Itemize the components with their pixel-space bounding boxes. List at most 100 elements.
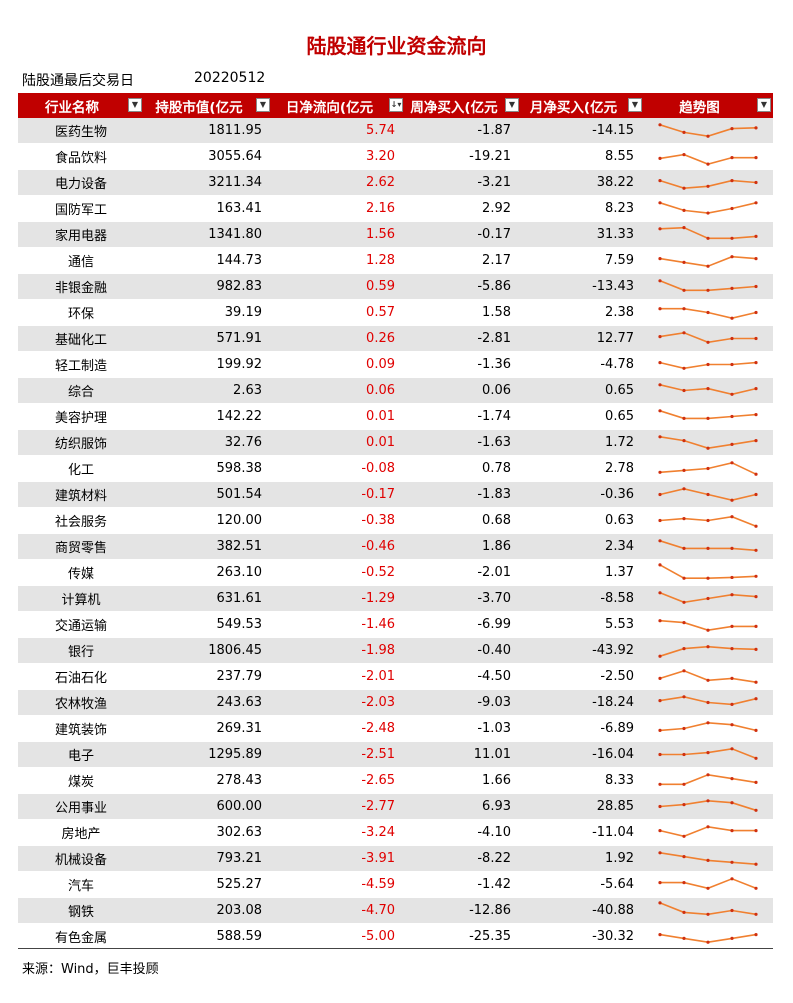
- column-header-monthly-buy[interactable]: 月净买入(亿元 ▼: [521, 93, 644, 118]
- industry-name-cell: 建筑材料: [18, 481, 144, 508]
- trend-point: [706, 940, 710, 944]
- industry-name-cell: 社会服务: [18, 507, 144, 534]
- trend-point: [658, 619, 662, 623]
- trend-sparkline-cell: [644, 871, 773, 898]
- monthly-buy-cell: -4.78: [521, 351, 644, 378]
- industry-name-cell: 银行: [18, 637, 144, 664]
- column-header-weekly-buy[interactable]: 周净买入(亿元 ▼: [405, 93, 521, 118]
- daily-flow-cell: -1.98: [272, 637, 405, 664]
- daily-flow-cell: -2.48: [272, 715, 405, 742]
- filter-dropdown-icon[interactable]: ▼: [256, 98, 270, 112]
- trend-point: [658, 335, 662, 339]
- trend-point: [706, 387, 710, 391]
- monthly-buy-cell: 8.23: [521, 195, 644, 222]
- holding-value-cell: 278.43: [144, 767, 272, 794]
- holding-value-cell: 199.92: [144, 351, 272, 378]
- table-row: 基础化工 571.91 0.26 -2.81 12.77: [18, 325, 773, 352]
- filter-dropdown-icon[interactable]: ▼: [757, 98, 771, 112]
- trend-point: [730, 723, 734, 727]
- trend-point: [754, 808, 758, 812]
- trend-sparkline-cell: [644, 169, 773, 196]
- trend-point: [658, 851, 662, 855]
- trend-point: [730, 877, 734, 881]
- trend-point: [658, 307, 662, 311]
- daily-flow-cell: -4.59: [272, 871, 405, 898]
- industry-name-cell: 交通运输: [18, 611, 144, 638]
- holding-value-cell: 1811.95: [144, 118, 272, 144]
- trend-sparkline-cell: [644, 819, 773, 846]
- trend-sparkline: [658, 226, 758, 240]
- monthly-buy-cell: -40.88: [521, 897, 644, 924]
- trend-point: [754, 310, 758, 315]
- daily-flow-cell: -1.29: [272, 585, 405, 612]
- column-header-industry[interactable]: 行业名称 ▼: [18, 93, 144, 118]
- industry-name-cell: 纺织服饰: [18, 429, 144, 456]
- trend-point: [658, 829, 662, 833]
- trend-point: [682, 288, 686, 292]
- trend-point: [730, 575, 734, 580]
- trend-sparkline: [658, 539, 758, 552]
- holding-value-cell: 549.53: [144, 611, 272, 638]
- daily-flow-cell: -5.00: [272, 923, 405, 950]
- column-header-holding-value[interactable]: 持股市值(亿元 ▼: [144, 93, 272, 118]
- industry-name-cell: 家用电器: [18, 221, 144, 248]
- trend-point: [682, 186, 686, 190]
- trend-sparkline: [658, 179, 758, 190]
- holding-value-cell: 302.63: [144, 819, 272, 846]
- trend-line: [659, 902, 757, 916]
- holding-value-cell: 1295.89: [144, 741, 272, 768]
- trend-point: [706, 858, 710, 862]
- daily-flow-cell: -3.24: [272, 819, 405, 846]
- trend-point: [658, 409, 662, 413]
- trend-sparkline: [658, 201, 758, 215]
- trend-point: [682, 307, 686, 311]
- trend-point: [754, 756, 758, 760]
- weekly-buy-cell: -1.87: [405, 118, 521, 144]
- table-row: 纺织服饰 32.76 0.01 -1.63 1.72: [18, 429, 773, 456]
- monthly-buy-cell: 8.55: [521, 143, 644, 170]
- trend-sparkline-cell: [644, 299, 773, 326]
- trend-point: [706, 886, 710, 890]
- daily-flow-cell: 0.06: [272, 377, 405, 404]
- monthly-buy-cell: 0.63: [521, 507, 644, 534]
- trend-point: [754, 472, 758, 476]
- trend-point: [730, 179, 734, 183]
- column-header-daily-flow[interactable]: 日净流向(亿元 ↓▾: [272, 93, 405, 118]
- trend-sparkline-cell: [644, 118, 773, 144]
- trend-line: [659, 436, 757, 450]
- filter-dropdown-icon[interactable]: ▼: [505, 98, 519, 112]
- trend-point: [730, 747, 734, 751]
- table-row: 交通运输 549.53 -1.46 -6.99 5.53: [18, 611, 773, 638]
- trend-point: [706, 134, 710, 138]
- weekly-buy-cell: -2.81: [405, 325, 521, 352]
- sort-desc-icon[interactable]: ↓▾: [389, 98, 403, 112]
- table-header: 行业名称 ▼ 持股市值(亿元 ▼ 日净流向(亿元 ↓▾ 周净买入(亿元 ▼ 月净买入(亿…: [18, 93, 773, 118]
- weekly-buy-cell: 6.93: [405, 793, 521, 820]
- trend-point: [658, 492, 662, 497]
- table-row: 钢铁 203.08 -4.70 -12.86 -40.88: [18, 897, 773, 924]
- monthly-buy-cell: 0.65: [521, 403, 644, 430]
- trend-point: [682, 910, 686, 914]
- trend-sparkline-cell: [644, 533, 773, 560]
- trend-point: [658, 383, 662, 387]
- filter-dropdown-icon[interactable]: ▼: [128, 98, 142, 112]
- trend-sparkline-cell: [644, 741, 773, 768]
- filter-dropdown-icon[interactable]: ▼: [628, 98, 642, 112]
- daily-flow-cell: 1.28: [272, 247, 405, 274]
- trend-point: [730, 498, 734, 502]
- trend-point: [706, 492, 710, 497]
- trend-sparkline: [658, 435, 758, 450]
- table-row: 有色金属 588.59 -5.00 -25.35 -30.32: [18, 923, 773, 950]
- column-header-trend[interactable]: 趋势图 ▼: [644, 93, 773, 118]
- weekly-buy-cell: 1.66: [405, 767, 521, 794]
- table-row: 建筑材料 501.54 -0.17 -1.83 -0.36: [18, 481, 773, 508]
- trend-sparkline-cell: [644, 637, 773, 664]
- trend-point: [730, 392, 734, 396]
- weekly-buy-cell: 2.17: [405, 247, 521, 274]
- table-row: 国防军工 163.41 2.16 2.92 8.23: [18, 195, 773, 222]
- holding-value-cell: 588.59: [144, 923, 272, 950]
- trend-point: [754, 336, 758, 341]
- trend-point: [730, 676, 734, 680]
- weekly-buy-cell: 1.86: [405, 533, 521, 560]
- industry-name-cell: 石油石化: [18, 663, 144, 690]
